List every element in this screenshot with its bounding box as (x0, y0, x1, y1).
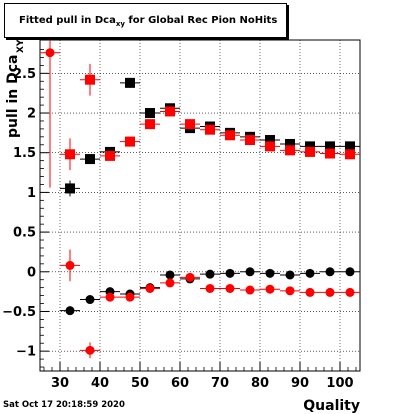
data-point-circle (265, 268, 275, 278)
data-point-circle (125, 292, 135, 302)
data-point-circle (65, 306, 75, 316)
y-tick-label: −1 (16, 345, 36, 360)
data-point-circle (85, 345, 95, 355)
data-point-square (85, 154, 95, 165)
data-point-square (225, 130, 235, 141)
data-point-square (265, 141, 275, 152)
data-point-circle (205, 283, 215, 293)
data-point-square (125, 136, 135, 147)
data-point-circle (225, 283, 235, 293)
chart-title-subscript: xy (115, 20, 125, 28)
data-point-square (125, 77, 135, 88)
x-tick-label: 70 (211, 376, 229, 391)
data-point-circle (345, 287, 355, 297)
data-point-square (245, 135, 255, 146)
x-axis-label: Quality (303, 398, 360, 414)
data-point-circle (165, 270, 175, 280)
data-point-circle (285, 286, 295, 296)
data-point-square (305, 141, 315, 152)
data-point-square (165, 106, 175, 117)
plot-frame (39, 39, 361, 372)
data-point-circle (265, 284, 275, 294)
data-point-circle (345, 267, 355, 277)
data-point-square (185, 119, 195, 130)
data-point-square (345, 149, 355, 160)
data-point-square (145, 119, 155, 130)
chart-title-main: Fitted pull in Dca (19, 15, 116, 26)
x-tick-label: 60 (171, 376, 189, 391)
data-point-square (145, 108, 155, 119)
x-tick-label: 100 (326, 376, 353, 391)
y-tick-label: 1 (27, 186, 36, 201)
y-tick-label: 0.5 (13, 226, 36, 241)
data-point-square (325, 148, 335, 159)
data-point-square (65, 149, 75, 160)
data-point-circle (185, 272, 195, 282)
y-tick-label: −0.5 (2, 305, 36, 320)
y-axis-label-subscript: XY (16, 39, 26, 53)
chart-title: Fitted pull in Dcaxy for Global Rec Pion… (19, 15, 277, 28)
y-tick-label: 2.5 (13, 67, 36, 82)
data-point-circle (165, 278, 175, 288)
data-point-circle (85, 295, 95, 305)
y-tick-label: 1.5 (13, 146, 36, 161)
x-tick-label: 30 (51, 376, 69, 391)
data-point-square (65, 183, 75, 194)
data-point-square (285, 138, 295, 149)
y-tick-label: 0 (27, 265, 36, 280)
data-point-circle (65, 260, 75, 270)
x-tick-label: 90 (291, 376, 309, 391)
data-point-square (265, 135, 275, 146)
data-point-circle (245, 285, 255, 295)
data-point-square (85, 74, 95, 85)
timestamp: Sat Oct 17 20:18:59 2020 (3, 400, 125, 410)
chart-title-suffix: for Global Rec Pion NoHits (124, 15, 278, 26)
y-axis-label: pull in Dca (5, 55, 21, 138)
data-point-circle (45, 48, 55, 58)
data-point-square (325, 141, 335, 152)
data-point-circle (245, 267, 255, 277)
data-point-circle (225, 268, 235, 278)
x-tick-label: 40 (91, 376, 109, 391)
data-point-square (305, 146, 315, 157)
data-point-square (205, 124, 215, 135)
data-point-circle (145, 283, 155, 293)
data-point-circle (325, 267, 335, 277)
data-point-circle (205, 269, 215, 279)
data-point-square (105, 150, 115, 161)
data-point-circle (285, 270, 295, 280)
data-point-circle (305, 268, 315, 278)
data-point-circle (305, 287, 315, 297)
data-point-circle (325, 287, 335, 297)
data-point-circle (105, 292, 115, 302)
x-tick-label: 50 (131, 376, 149, 391)
chart-title-box: Fitted pull in Dcaxy for Global Rec Pion… (4, 3, 287, 38)
data-point-square (345, 141, 355, 152)
y-tick-label: 2 (27, 107, 36, 122)
data-point-square (285, 145, 295, 156)
x-tick-label: 80 (251, 376, 269, 391)
